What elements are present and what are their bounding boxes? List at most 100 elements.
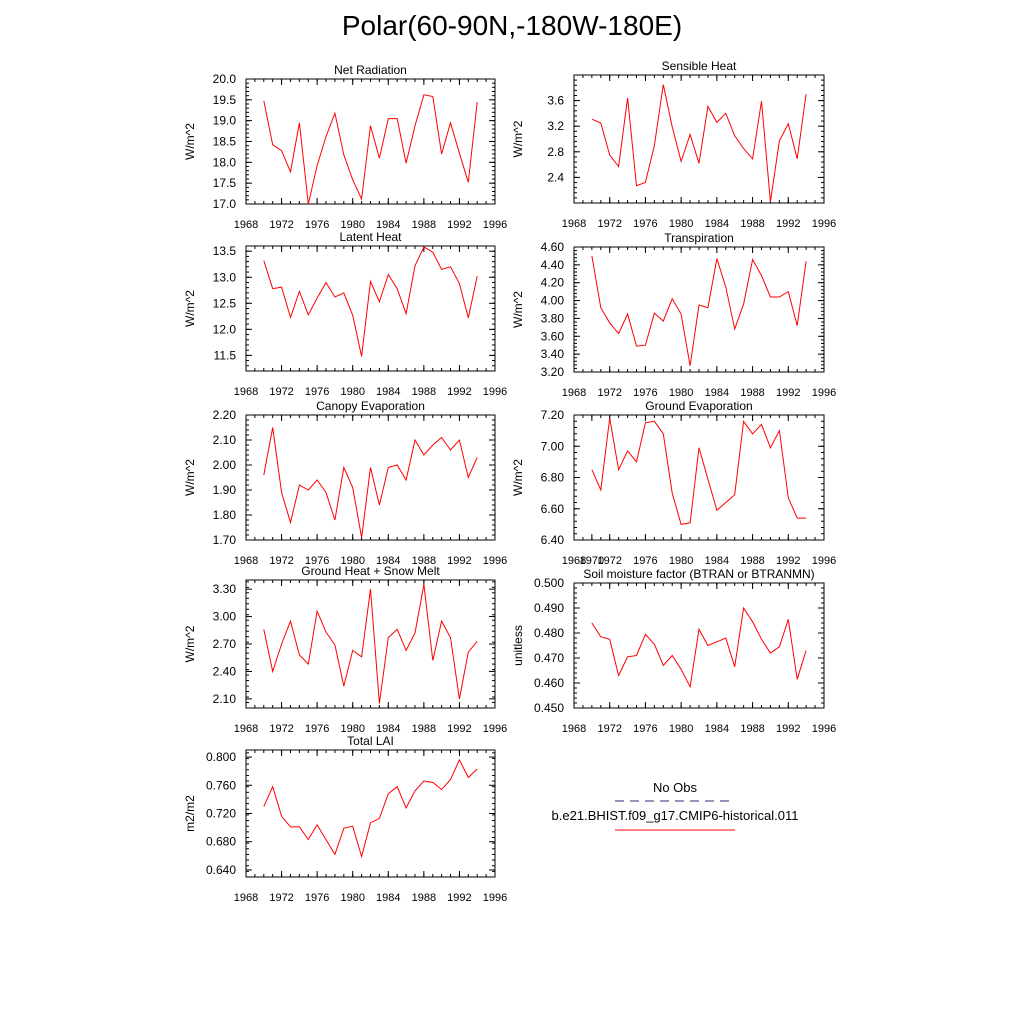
x-tick-label: 1968 [234, 723, 258, 735]
x-tick-label: 1984 [376, 723, 400, 735]
chart-panel: Sensible Heat W/m^2 1968 1972 1976 1980 1984 19… [511, 59, 836, 230]
y-axis-label: W/m^2 [183, 290, 197, 327]
y-tick-label: 2.4 [547, 170, 564, 184]
y-tick-label: 1.80 [213, 508, 237, 522]
y-tick-label: 4.00 [541, 294, 565, 308]
y-tick-label: 0.500 [534, 576, 564, 590]
panel-title: Ground Heat + Snow Melt [301, 564, 440, 578]
x-tick-label: 1984 [705, 723, 729, 735]
x-tick-label: 1996 [812, 387, 836, 399]
x-tick-label: 1980 [340, 892, 364, 904]
page-title: Polar(60-90N,-180W-180E) [341, 10, 683, 41]
y-tick-label: 19.0 [213, 114, 237, 128]
y-tick-label: 4.60 [541, 240, 565, 254]
plot-frame [245, 414, 496, 541]
panel-title: Canopy Evaporation [316, 399, 425, 413]
x-tick-label: 1968 [562, 387, 586, 399]
panel-title: Ground Evaporation [645, 399, 752, 413]
x-tick-label: 1980 [669, 387, 693, 399]
y-axis-label: W/m^2 [183, 459, 197, 496]
y-tick-label: 3.80 [541, 311, 565, 325]
x-tick-label: 1976 [305, 723, 329, 735]
x-tick-label: 1970 [580, 555, 604, 567]
x-tick-label: 1972 [269, 555, 293, 567]
x-tick-label: 1996 [483, 723, 507, 735]
y-tick-label: 0.720 [206, 807, 236, 821]
series-line [591, 84, 807, 202]
x-tick-label: 1980 [340, 555, 364, 567]
y-tick-label: 0.800 [206, 750, 236, 764]
y-axis-label: unitless [511, 625, 525, 666]
y-tick-label: 2.70 [213, 637, 237, 651]
y-tick-label: 1.70 [213, 533, 237, 547]
y-tick-label: 2.40 [213, 664, 237, 678]
x-tick-label: 1996 [483, 386, 507, 398]
chart-panel: Total LAI m2/m2 1968 1972 1976 1980 1984 1988 19… [183, 734, 507, 904]
panel-title: Total LAI [347, 734, 394, 748]
y-tick-label: 13.0 [213, 270, 237, 284]
plot-frame [573, 246, 825, 373]
x-tick-label: 1992 [447, 219, 471, 231]
chart-panel: Ground Heat + Snow Melt W/m^2 1968 1972 1976… [183, 564, 507, 735]
x-tick-label: 1984 [705, 555, 729, 567]
x-tick-label: 1968 [234, 386, 258, 398]
x-tick-label: 1976 [633, 723, 657, 735]
panel-title: Transpiration [664, 231, 734, 245]
y-tick-label: 4.20 [541, 276, 565, 290]
x-tick-label: 1980 [340, 386, 364, 398]
y-tick-label: 6.40 [541, 533, 565, 547]
x-tick-label: 1996 [483, 219, 507, 231]
x-tick-label: 1996 [812, 218, 836, 230]
x-tick-label: 1980 [669, 555, 693, 567]
x-tick-label: 1972 [269, 892, 293, 904]
x-tick-label: 1992 [447, 386, 471, 398]
plot-frame [573, 74, 825, 204]
x-tick-label: 1972 [597, 218, 621, 230]
y-tick-label: 3.6 [547, 94, 564, 108]
y-axis-label: W/m^2 [511, 291, 525, 328]
panel-title: Sensible Heat [662, 59, 737, 73]
y-tick-label: 18.0 [213, 155, 237, 169]
x-tick-label: 1980 [340, 219, 364, 231]
y-tick-label: 18.5 [213, 135, 237, 149]
x-tick-label: 1988 [412, 219, 436, 231]
x-tick-label: 1968 [234, 219, 258, 231]
x-tick-label: 1988 [412, 555, 436, 567]
y-tick-label: 0.480 [534, 626, 564, 640]
x-tick-label: 1992 [776, 387, 800, 399]
x-tick-label: 1988 [740, 387, 764, 399]
x-tick-label: 1984 [376, 219, 400, 231]
y-axis-label: W/m^2 [183, 123, 197, 160]
x-tick-label: 1992 [776, 555, 800, 567]
x-tick-label: 1984 [705, 218, 729, 230]
x-tick-label: 1976 [305, 219, 329, 231]
legend-model-label: b.e21.BHIST.f09_g17.CMIP6-historical.011 [552, 808, 799, 823]
series-line [263, 584, 478, 704]
panel-title: Net Radiation [334, 63, 407, 77]
y-tick-label: 0.460 [534, 676, 564, 690]
y-tick-label: 19.5 [213, 93, 237, 107]
y-axis-label: W/m^2 [511, 120, 525, 157]
plot-frame [245, 78, 496, 205]
x-tick-label: 1996 [812, 555, 836, 567]
x-tick-label: 1988 [740, 555, 764, 567]
series-line [263, 758, 478, 859]
y-axis-label: W/m^2 [511, 459, 525, 496]
series-line [591, 418, 807, 525]
x-tick-label: 1972 [269, 386, 293, 398]
y-tick-label: 4.40 [541, 258, 565, 272]
y-tick-label: 2.8 [547, 145, 564, 159]
x-tick-label: 1976 [633, 555, 657, 567]
x-tick-label: 1972 [269, 723, 293, 735]
y-tick-label: 0.760 [206, 778, 236, 792]
y-tick-label: 1.90 [213, 483, 237, 497]
x-tick-label: 1984 [376, 386, 400, 398]
x-tick-label: 1976 [305, 892, 329, 904]
chart-panel: Transpiration W/m^2 1968 1972 1976 1980 1984 19… [511, 231, 836, 399]
y-tick-label: 6.80 [541, 471, 565, 485]
x-tick-label: 1980 [669, 218, 693, 230]
chart-panel: Latent Heat W/m^2 1968 1972 1976 1980 1984 1988… [183, 230, 507, 398]
x-tick-label: 1968 [234, 892, 258, 904]
plot-frame [245, 749, 496, 878]
y-tick-label: 17.0 [213, 197, 237, 211]
